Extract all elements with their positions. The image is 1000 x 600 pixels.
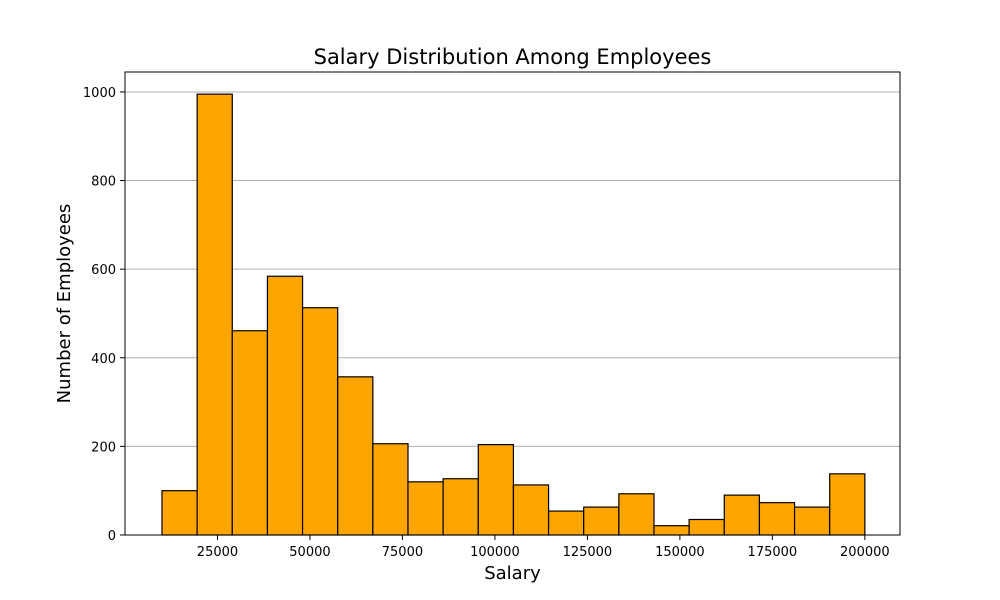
x-tick-label: 50000	[289, 545, 330, 560]
histogram-bars	[161, 93, 866, 536]
chart-title: Salary Distribution Among Employees	[314, 45, 712, 69]
histogram-bar	[442, 478, 479, 536]
histogram-bar	[372, 443, 409, 536]
x-axis-ticks: 25000 50000 75000 100000 125000 150000 175000 2…	[197, 535, 890, 560]
y-axis-title: Number of Employees	[54, 204, 75, 404]
x-tick-label: 150000	[655, 545, 705, 560]
histogram-bar	[547, 510, 585, 536]
plot-frame	[124, 71, 901, 536]
x-tick-label: 25000	[197, 545, 238, 560]
x-tick-label: 200000	[840, 545, 890, 560]
x-tick-label: 125000	[563, 545, 613, 560]
y-tick-label: 1000	[83, 86, 116, 101]
histogram-bar	[793, 506, 831, 536]
histogram-bar	[161, 490, 198, 536]
histogram-bar	[231, 330, 269, 536]
histogram-bar	[512, 484, 550, 536]
histogram-bar	[301, 307, 339, 536]
histogram-bar	[829, 473, 866, 536]
x-tick-label: 175000	[748, 545, 798, 560]
y-tick-label: 0	[108, 529, 116, 544]
histogram-bar	[477, 444, 515, 536]
y-tick-label: 800	[91, 175, 116, 190]
y-tick-label: 400	[91, 352, 116, 367]
y-tick-label: 200	[91, 440, 116, 455]
histogram-bar	[688, 518, 725, 536]
histogram-bar	[723, 494, 761, 536]
histogram-bar	[337, 376, 374, 536]
histogram-bar	[618, 493, 655, 536]
histogram-bar	[266, 275, 304, 536]
histogram-bar	[653, 525, 690, 536]
x-tick-label: 75000	[382, 545, 423, 560]
histogram-bar	[583, 506, 620, 536]
x-tick-label: 100000	[470, 545, 520, 560]
histogram-bar	[758, 502, 796, 536]
histogram-bar	[407, 481, 444, 536]
y-tick-label: 600	[91, 263, 116, 278]
x-axis-title: Salary	[484, 563, 541, 584]
y-axis-ticks: 0 200 400 600 800 1000	[83, 86, 125, 544]
histogram-bar	[196, 93, 233, 536]
